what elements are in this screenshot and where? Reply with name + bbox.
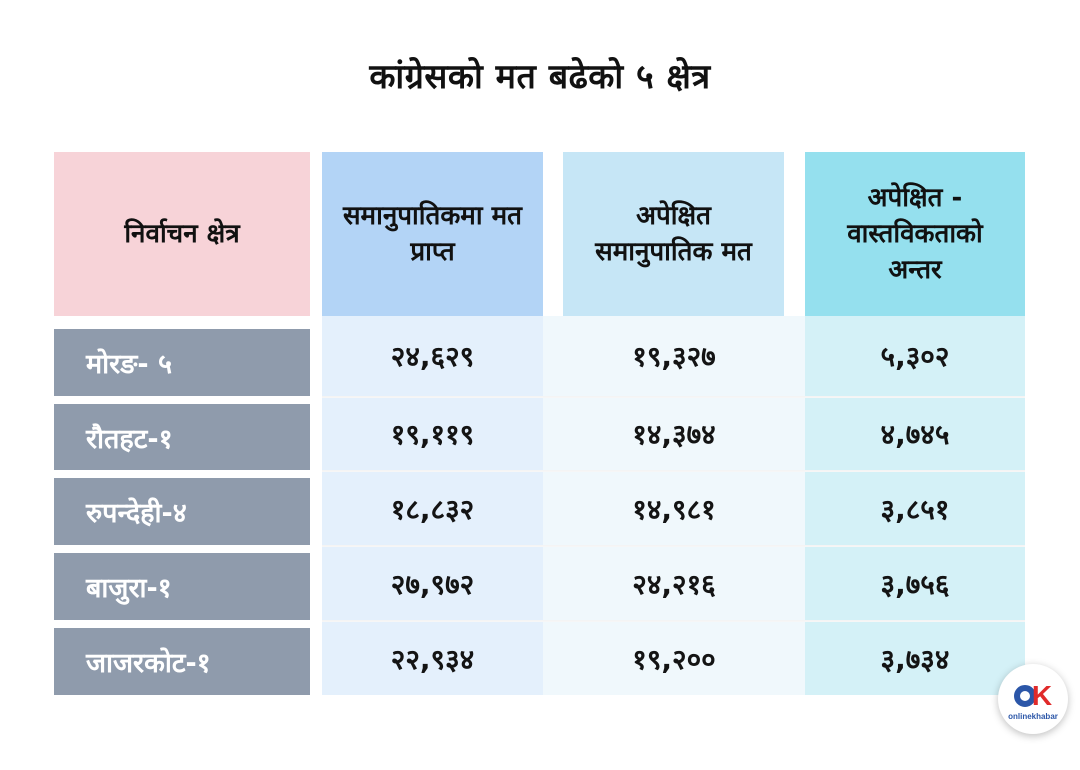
table-cell-expected: १४,९८१ [543,472,805,545]
header-district-label: निर्वाचन क्षेत्र [124,219,240,249]
table-cell-difference: ३,८५१ [805,472,1025,545]
table-cell-received: १९,११९ [322,398,543,470]
onlinekhabar-ok-logo-icon: K onlinekhabar [998,664,1068,734]
table-cell-expected: २४,२१६ [543,547,805,620]
table-cell-received: २२,९३४ [322,622,543,695]
table-cell-expected: १९,२०० [543,622,805,695]
header-votes-received: समानुपातिकमा मत प्राप्त [322,152,543,316]
logo-text: onlinekhabar [1008,712,1058,721]
row-label: रौतहट-१ [54,404,310,470]
row-label: रुपन्देही-४ [54,478,310,545]
table-cell-difference: ४,७४५ [805,398,1025,470]
logo-k-shape: K [1031,680,1053,711]
row-label: जाजरकोट-१ [54,628,310,695]
table-cell-received: २७,९७२ [322,547,543,620]
header-expected-votes: अपेक्षित समानुपातिक मत [563,152,784,316]
header-difference: अपेक्षित - वास्तविकताको अन्तर [805,152,1025,316]
header-district: निर्वाचन क्षेत्र [54,152,310,316]
header-expected-votes-label: अपेक्षित समानुपातिक मत [595,201,752,267]
table-cell-received: १८,८३२ [322,472,543,545]
table-cell-expected: १४,३७४ [543,398,805,470]
header-difference-label: अपेक्षित - वास्तविकताको अन्तर [847,183,983,285]
table-cell-expected: १९,३२७ [543,316,805,396]
table-cell-difference: ५,३०२ [805,316,1025,396]
row-label: बाजुरा-१ [54,553,310,620]
table-cell-difference: ३,७५६ [805,547,1025,620]
logo-o-shape [1013,685,1036,707]
table-cell-difference: ३,७३४ [805,622,1025,695]
row-label: मोरङ- ५ [54,329,310,396]
chart-title: कांग्रेसको मत बढेको ५ क्षेत्र [369,57,711,97]
header-votes-received-label: समानुपातिकमा मत प्राप्त [342,201,522,267]
table-cell-received: २४,६२९ [322,316,543,396]
logo-mark: K [1013,680,1053,711]
